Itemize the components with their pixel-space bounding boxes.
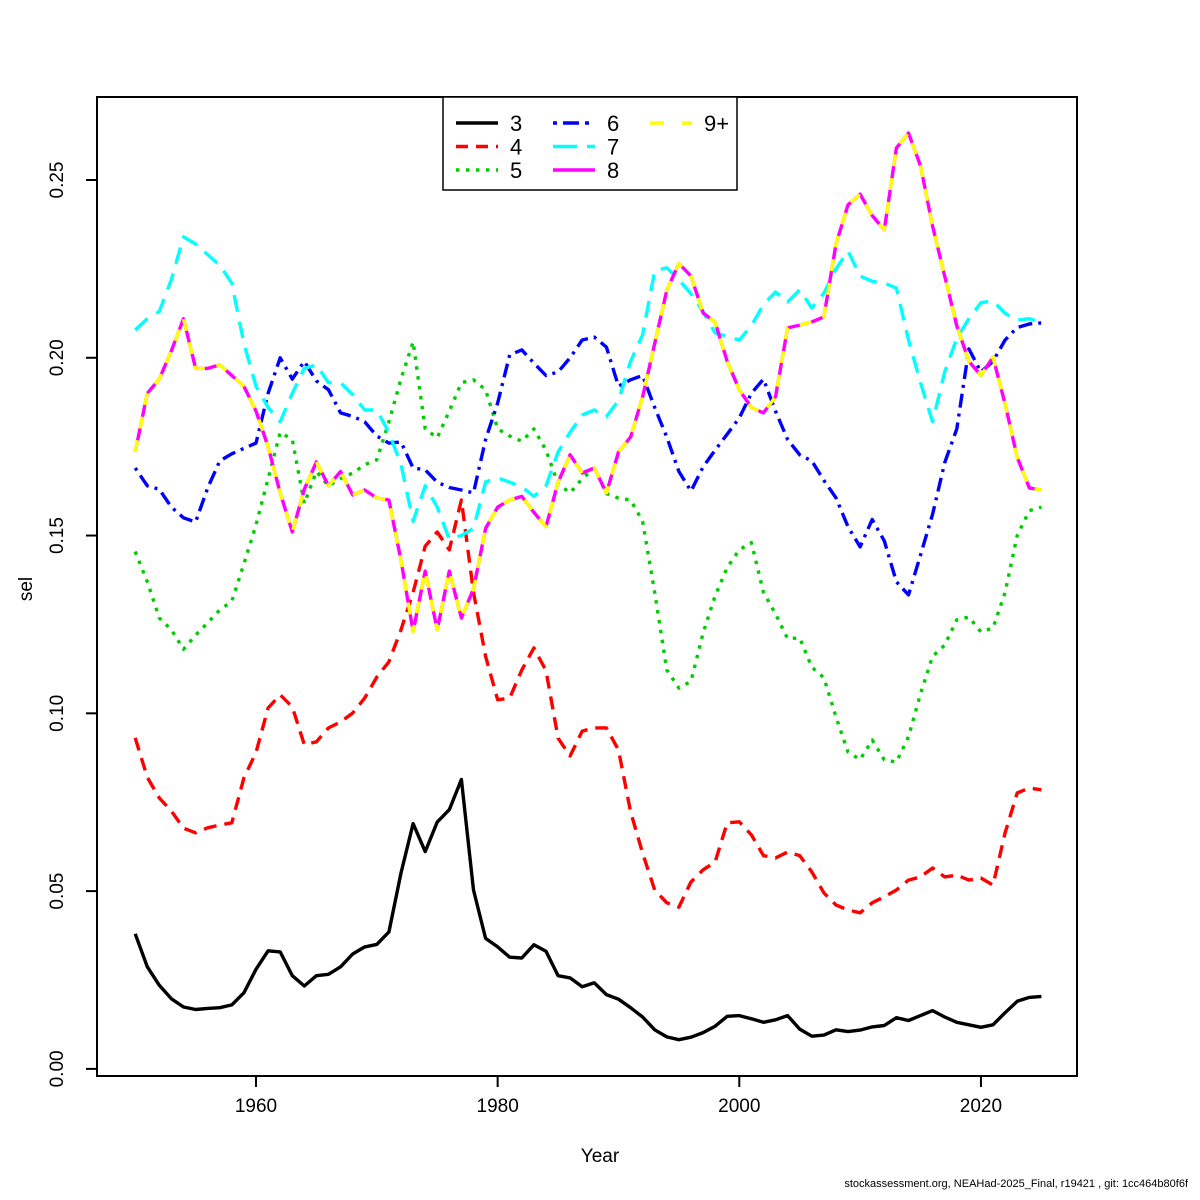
plot-border <box>96 96 1078 1077</box>
series-line-6 <box>133 321 1042 597</box>
x-tick-label: 1980 <box>477 1096 519 1117</box>
legend-box <box>442 96 738 191</box>
y-tick-label: 0.20 <box>47 339 68 376</box>
series-line-9+ <box>133 131 1042 634</box>
legend-label-3: 3 <box>510 111 522 136</box>
y-tick-label: 0.05 <box>47 873 68 910</box>
y-tick-label: 0.15 <box>47 517 68 554</box>
x-tick-label: 2000 <box>718 1096 760 1117</box>
footer-citation: stockassessment.org, NEAHad-2025_Final, … <box>844 1178 1188 1190</box>
y-tick-label: 0.25 <box>47 161 68 198</box>
x-axis-label: Year <box>580 1146 620 1167</box>
y-tick-label: 0.10 <box>47 695 68 732</box>
series-line-5 <box>133 340 1042 764</box>
series-line-3 <box>133 777 1042 1042</box>
legend-label-8: 8 <box>607 158 619 183</box>
legend-label-5: 5 <box>510 158 522 183</box>
y-tick-label: 0.00 <box>47 1050 68 1087</box>
legend-label-4: 4 <box>510 135 522 160</box>
y-axis-label: sel <box>16 576 37 602</box>
x-tick-label: 2020 <box>960 1096 1002 1117</box>
legend-label-6: 6 <box>607 111 619 136</box>
series-line-4 <box>133 498 1042 915</box>
legend-label-7: 7 <box>607 135 619 160</box>
x-tick-label: 1960 <box>235 1096 277 1117</box>
series-line-7 <box>134 235 1042 541</box>
legend-label-9+: 9+ <box>704 111 729 136</box>
